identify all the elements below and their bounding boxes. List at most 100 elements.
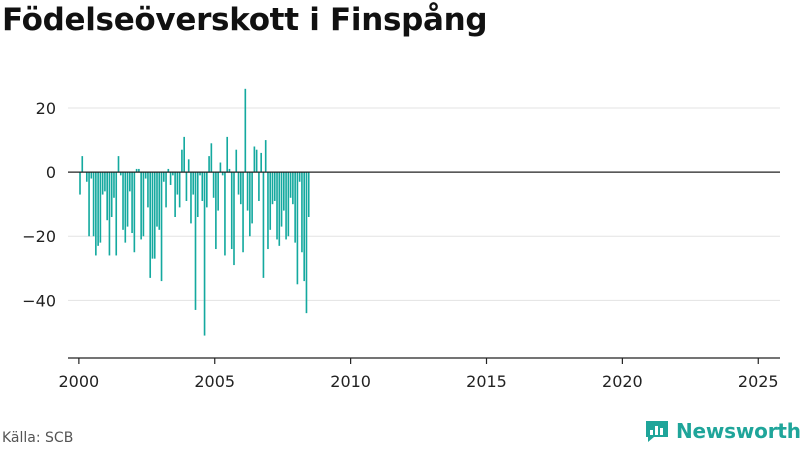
bar: [301, 172, 303, 253]
bar: [181, 149, 183, 173]
bar: [133, 172, 136, 253]
bar: [99, 172, 102, 243]
bar: [285, 172, 287, 240]
bar: [178, 172, 181, 208]
bar: [167, 168, 170, 173]
bar: [221, 172, 224, 176]
bar: [158, 172, 161, 230]
chart-logo-icon: [646, 421, 668, 442]
bar: [97, 172, 99, 246]
bar: [142, 172, 145, 237]
bar: [226, 136, 229, 173]
x-tick-label: 2005: [194, 372, 235, 391]
bar: [85, 172, 88, 182]
x-tick-label: 2000: [59, 372, 100, 391]
bar: [162, 172, 165, 182]
bar: [305, 172, 308, 314]
bar: [298, 172, 301, 182]
y-tick-label: −20: [22, 227, 56, 246]
bar: [183, 136, 185, 173]
bar: [251, 172, 253, 224]
bar: [283, 172, 285, 211]
bar: [246, 172, 249, 211]
bar: [217, 172, 219, 211]
bar: [176, 172, 179, 195]
bar: [156, 172, 158, 227]
bar: [228, 168, 231, 173]
x-tick-label: 2010: [330, 372, 371, 391]
bar: [149, 172, 152, 278]
bar: [289, 172, 292, 198]
bar: [271, 172, 274, 205]
newsworthy-logo: Newsworthy: [644, 418, 800, 444]
bar: [249, 172, 251, 237]
bar: [190, 172, 192, 224]
bar: [260, 152, 262, 173]
bar: [124, 172, 127, 243]
bar: [292, 172, 294, 205]
bar: [79, 172, 81, 195]
bar: [81, 156, 84, 173]
bar: [235, 149, 238, 173]
bar: [135, 168, 138, 173]
source-note: Källa: SCB: [2, 430, 74, 446]
y-tick-label: 0: [46, 163, 56, 182]
bar: [294, 172, 296, 243]
bar: [210, 143, 213, 173]
bar: [160, 172, 163, 282]
gridlines: [68, 107, 780, 301]
bar: [172, 172, 174, 176]
bar: [110, 172, 113, 217]
bar: [101, 172, 104, 195]
y-tick-label: 20: [36, 99, 56, 118]
bar: [196, 172, 199, 217]
bar: [307, 172, 310, 217]
chart-title: Födelseöverskott i Finspång: [2, 2, 488, 38]
bar: [239, 172, 242, 205]
bar: [117, 156, 120, 173]
x-tick-label: 2015: [466, 372, 507, 391]
x-tick-label: 2025: [738, 372, 779, 391]
bar: [106, 172, 108, 221]
bar: [151, 172, 154, 259]
bar: [215, 172, 217, 250]
bar: [129, 172, 131, 192]
bar: [258, 172, 260, 201]
bar: [115, 172, 118, 256]
bar: [237, 172, 240, 195]
bar: [122, 172, 124, 230]
bar: [194, 172, 197, 310]
bar: [264, 140, 267, 173]
bar: [88, 172, 90, 237]
bar: [108, 172, 111, 256]
bar: [95, 172, 97, 256]
bar: [165, 172, 167, 208]
bar: [90, 172, 93, 179]
bar: [192, 172, 195, 195]
bar: [113, 172, 115, 198]
bar: [208, 156, 210, 173]
bar: [273, 172, 276, 201]
bar: [206, 172, 208, 208]
bar: [92, 172, 95, 237]
bar: [185, 172, 188, 201]
bar: [140, 172, 142, 240]
y-tick-label: −40: [22, 291, 56, 310]
bar: [199, 172, 201, 176]
bar: [276, 172, 278, 240]
bar: [138, 168, 140, 173]
bar: [187, 159, 190, 173]
bar: [144, 172, 147, 179]
bar: [169, 172, 172, 185]
bar: [174, 172, 176, 217]
bar: [267, 172, 269, 250]
bar: [278, 172, 281, 246]
bar: [119, 172, 122, 176]
bar: [233, 172, 235, 266]
bar: [244, 88, 247, 173]
bar: [224, 172, 226, 256]
bars: [79, 88, 310, 336]
bar: [242, 172, 244, 253]
bar: [104, 172, 106, 192]
